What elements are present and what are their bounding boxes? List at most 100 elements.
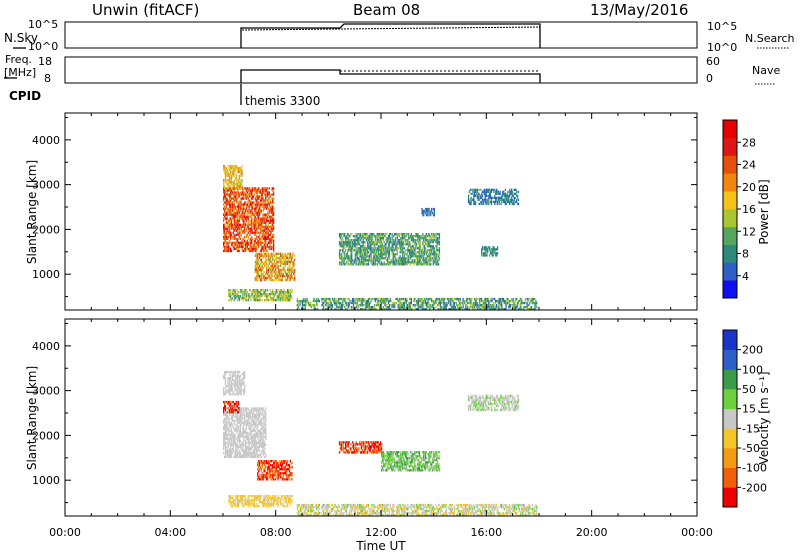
- power-cell: [233, 237, 235, 240]
- power-cell: [437, 304, 439, 307]
- power-cell: [282, 297, 284, 300]
- power-cell: [358, 239, 360, 242]
- power-cell: [490, 200, 492, 204]
- power-cell: [427, 233, 429, 236]
- power-cell: [400, 308, 402, 311]
- power-cell: [352, 299, 354, 303]
- power-cell: [233, 295, 235, 298]
- power-cell: [265, 252, 267, 255]
- power-cell: [338, 297, 341, 301]
- velocity-cell: [243, 407, 245, 410]
- power-cell: [452, 301, 455, 305]
- velocity-cell: [249, 453, 251, 457]
- power-cell: [313, 306, 315, 309]
- power-cell: [398, 243, 400, 246]
- velocity-cell: [245, 415, 248, 418]
- power-cell: [369, 241, 371, 244]
- power-cell: [448, 299, 450, 303]
- power-cell: [256, 276, 258, 280]
- velocity-cell: [256, 435, 258, 438]
- velocity-cell: [251, 453, 254, 457]
- power-cell: [237, 239, 239, 242]
- power-cell: [397, 233, 399, 236]
- velocity-cell: [255, 423, 257, 426]
- power-cell: [360, 255, 363, 258]
- power-cell: [386, 241, 388, 244]
- velocity-cell: [245, 407, 248, 410]
- power-cell: [409, 261, 411, 264]
- velocity-cell: [233, 421, 235, 424]
- power-cell: [244, 223, 247, 226]
- power-cell: [366, 255, 369, 258]
- power-cell: [265, 249, 267, 253]
- power-cell: [257, 213, 259, 216]
- power-cell: [229, 205, 231, 208]
- velocity-cell: [230, 429, 232, 432]
- power-cell: [430, 245, 432, 248]
- power-cell: [487, 250, 489, 253]
- power-cell: [474, 299, 476, 303]
- power-cell: [443, 299, 445, 303]
- power-cell: [436, 297, 438, 301]
- power-cell: [430, 247, 432, 250]
- power-cell: [344, 253, 346, 256]
- power-cell: [255, 217, 257, 220]
- velocity-cell: [242, 449, 244, 452]
- power-cell: [455, 308, 457, 311]
- power-cell: [271, 252, 273, 255]
- power-cell: [403, 247, 406, 250]
- power-cell: [395, 247, 397, 250]
- power-cell: [254, 270, 256, 274]
- power-cell: [506, 192, 508, 195]
- power-cell: [237, 219, 239, 222]
- power-cell: [273, 254, 276, 257]
- power-cell: [343, 263, 345, 266]
- velocity-cell: [251, 407, 253, 410]
- power-cell: [431, 304, 434, 307]
- power-cell: [287, 293, 290, 296]
- power-cell: [237, 215, 240, 218]
- power-cell: [373, 257, 376, 260]
- power-cell: [267, 233, 269, 236]
- power-cell: [494, 188, 496, 191]
- power-cell: [276, 252, 278, 255]
- power-cell: [366, 237, 369, 240]
- power-cell: [252, 249, 255, 253]
- power-cell: [451, 308, 453, 311]
- power-cell: [386, 299, 388, 303]
- power-cell: [266, 293, 269, 296]
- power-cell: [266, 215, 269, 218]
- power-cell: [252, 243, 255, 246]
- power-cell: [340, 257, 342, 260]
- power-cell: [371, 257, 373, 260]
- power-cell: [332, 299, 334, 303]
- velocity-cell: [251, 451, 253, 455]
- power-cell: [377, 239, 379, 242]
- power-cell: [269, 233, 271, 236]
- power-cell: [423, 301, 425, 305]
- power-cell: [506, 299, 508, 303]
- power-cell: [272, 197, 274, 200]
- power-cell: [474, 188, 477, 191]
- power-cell: [316, 301, 318, 305]
- power-cell: [495, 196, 497, 199]
- power-cell: [259, 221, 261, 224]
- power-cell: [229, 295, 231, 298]
- power-cell: [294, 258, 296, 261]
- power-cell: [401, 306, 403, 309]
- velocity-cell: [244, 455, 246, 459]
- power-cell: [338, 233, 341, 236]
- power-cell: [428, 306, 430, 309]
- power-cell: [270, 207, 272, 210]
- power-cell: [263, 235, 265, 238]
- power-cell: [267, 197, 269, 200]
- power-cell: [239, 289, 241, 292]
- power-cell: [241, 191, 243, 194]
- power-cell: [261, 197, 263, 200]
- power-cell: [400, 249, 402, 252]
- power-cell: [282, 272, 284, 276]
- power-cell: [430, 297, 432, 301]
- power-cell: [515, 200, 517, 204]
- power-cell: [292, 270, 294, 274]
- power-cell: [231, 225, 234, 228]
